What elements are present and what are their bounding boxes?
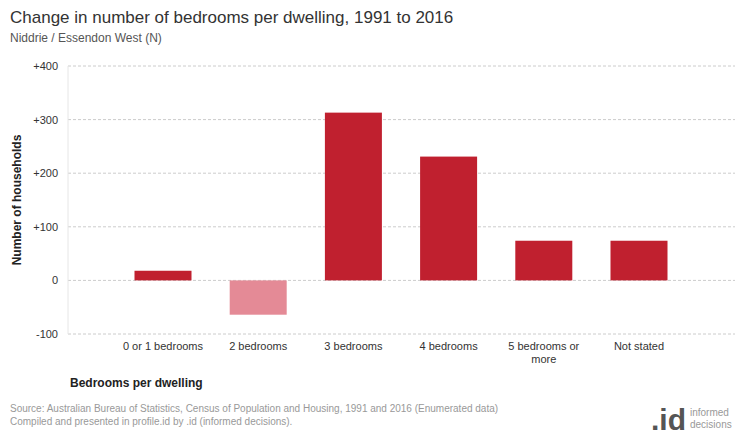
bar [515,241,572,281]
brand-mark: .id [651,403,686,436]
y-tick-label: +200 [33,167,58,179]
chart: Change in number of bedrooms per dwellin… [0,0,740,440]
source: Source: Australian Bureau of Statistics,… [10,403,498,414]
brand-text: informed [690,407,729,418]
bars [135,113,668,315]
x-tick-label: 5 bedrooms ormore [508,340,579,365]
grid-line [68,119,735,120]
bar [611,241,668,281]
label-line: 2 bedrooms [229,340,288,352]
y-axis-line [68,66,69,334]
bar [325,113,382,281]
grid-line [68,334,735,335]
x-axis-label: Bedrooms per dwelling [70,376,203,390]
bar [135,271,192,281]
y-tick-label: +100 [33,221,58,233]
bar [230,280,287,314]
label-line: 5 bedrooms or [508,340,579,352]
grid-line [68,66,735,67]
label-line: 3 bedrooms [324,340,383,352]
x-tick-label: 2 bedrooms [229,340,288,352]
x-tick-label: 4 bedrooms [420,340,479,352]
x-tick-label: 0 or 1 bedrooms [123,340,204,352]
y-tick-label: -100 [36,328,58,340]
subtitle: Niddrie / Essendon West (N) [10,31,162,45]
bar [420,157,477,281]
title: Change in number of bedrooms per dwellin… [10,8,453,27]
y-tick-label: +400 [33,60,58,72]
y-axis-label: Number of households [10,134,24,265]
y-tick-label: 0 [52,274,58,286]
brand-text: decisions [690,419,732,430]
grid-line [68,173,735,174]
x-tick-label: 3 bedrooms [324,340,383,352]
grid-line [68,226,735,227]
label-line: 4 bedrooms [420,340,479,352]
label-line: more [531,353,556,365]
x-tick-label: Not stated [614,340,664,352]
source: Compiled and presented in profile.id by … [10,416,292,427]
label-line: 0 or 1 bedrooms [123,340,204,352]
label-line: Not stated [614,340,664,352]
y-tick-label: +300 [33,114,58,126]
